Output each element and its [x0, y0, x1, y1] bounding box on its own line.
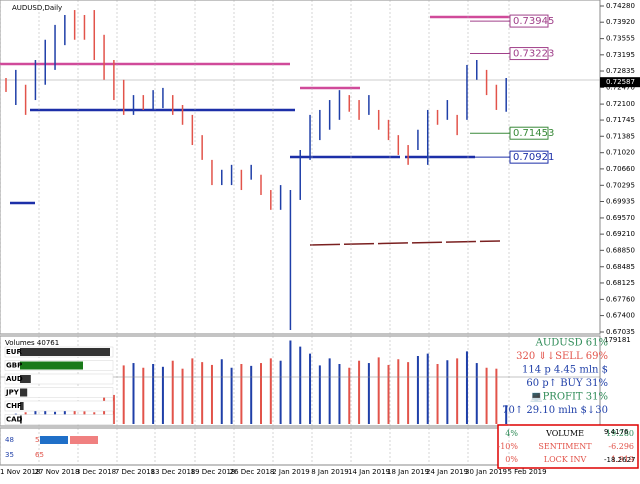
date-label: 14 Jan 2019 — [348, 468, 390, 476]
level-label: 0.70921 — [513, 152, 554, 163]
bid-box — [600, 77, 640, 88]
currency-bg — [4, 387, 114, 398]
y-tick-label: 0.69570 — [606, 214, 635, 222]
date-label: 27 Nov 2018 — [35, 468, 80, 476]
stat-cell: 19.280 — [606, 429, 634, 438]
date-label: 24 Jan 2019 — [426, 468, 468, 476]
y-tick-label: 0.71385 — [606, 132, 635, 140]
currency-bg — [4, 414, 114, 425]
y-tick-label: 0.67400 — [606, 312, 635, 320]
y-tick-label: 0.68125 — [606, 279, 635, 287]
date-label: 7 Dec 2018 — [115, 468, 155, 476]
sub-tick-label: -18.2627 — [604, 456, 635, 464]
mini-label: 35 — [5, 451, 14, 459]
currency-strength — [20, 415, 22, 424]
y-tick-label: 0.69935 — [606, 198, 635, 206]
stat-cell: -10% — [498, 442, 519, 451]
currency-strength — [20, 348, 110, 356]
y-tick-label: 0.68850 — [606, 246, 635, 254]
y-tick-label: 0.68485 — [606, 263, 635, 271]
currency-strength — [20, 361, 83, 370]
date-label: 18 Jan 2019 — [387, 468, 429, 476]
y-tick-label: 0.67760 — [606, 295, 635, 303]
currency-label: CHF — [6, 402, 22, 410]
date-label: 13 Dec 2018 — [151, 468, 196, 476]
y-tick-label: 0.72835 — [606, 67, 635, 75]
y-tick-label: 0.73195 — [606, 51, 635, 59]
y-tick-label: 0.72100 — [606, 100, 635, 108]
date-label: 3 Dec 2018 — [76, 468, 116, 476]
currency-label: CAD — [6, 416, 23, 424]
info-line: 💻PROFIT 31% — [530, 392, 608, 403]
y-tick-label: 0.73920 — [606, 18, 635, 26]
currency-label: AUD — [6, 375, 23, 383]
info-line: 60 p↑ BUY 31% — [526, 378, 608, 389]
level-box — [509, 14, 549, 28]
currency-strength — [20, 375, 31, 383]
currency-bg — [4, 400, 114, 412]
date-label: 19 Dec 2018 — [191, 468, 236, 476]
sub-tick-label: 9.4176 — [604, 428, 629, 436]
date-label: 21 Nov 2018 — [0, 468, 40, 476]
currency-strength — [20, 388, 28, 397]
date-label: 26 Dec 2018 — [230, 468, 275, 476]
y-tick-label: 0.67035 — [606, 328, 635, 336]
stat-cell: VOLUME — [545, 429, 584, 438]
y-tick-label: 0.69210 — [606, 230, 635, 238]
mini-label: 65 — [35, 451, 44, 459]
currency-label: GBP — [6, 362, 22, 370]
info-line: 114 p 4.45 mln $ — [522, 365, 608, 376]
info-line: AUDUSD 61% — [535, 338, 608, 349]
chart-title: AUDUSD,Daily — [12, 4, 62, 12]
stat-cell: 4% — [505, 429, 518, 438]
y-tick-label: 0.71745 — [606, 116, 635, 124]
mini-bar — [70, 436, 98, 444]
level-label: 0.73223 — [513, 49, 554, 60]
date-label: 30 Jan 2019 — [465, 468, 507, 476]
y-tick-label: 0.70660 — [606, 165, 635, 173]
y-tick-label: 0.72470 — [606, 83, 635, 91]
currency-strength — [20, 402, 24, 410]
level-box — [509, 126, 549, 140]
bid-label: 0.72587 — [606, 78, 635, 86]
volume-title: Volumes 40761 — [5, 339, 59, 347]
mini-label: 52 — [35, 436, 44, 444]
mini-bar — [40, 436, 68, 444]
date-label: 5 Feb 2019 — [507, 468, 546, 476]
currency-label: EUR — [6, 348, 22, 356]
stat-cell: 1.919 — [611, 455, 634, 464]
y-tick-label: 0.73555 — [606, 35, 635, 43]
info-line: 320 ⇓↓SELL 69% — [516, 351, 608, 362]
volume-tick-label: 179181 — [604, 336, 631, 344]
currency-bg — [4, 373, 114, 385]
stat-cell: SENTIMENT — [538, 442, 592, 451]
currency-label: JPY — [5, 389, 20, 397]
info-line: 70↑ 29.10 mln $↓30 — [502, 405, 608, 416]
stat-cell: 0% — [505, 455, 518, 464]
stats-box — [497, 424, 639, 469]
decor-levels — [0, 15, 600, 246]
level-label: 0.71453 — [513, 128, 554, 139]
level-label: 0.73945 — [513, 16, 554, 27]
level-box — [509, 150, 549, 164]
mini-label: 48 — [5, 436, 14, 444]
level-box — [509, 47, 549, 61]
y-tick-label: 0.70295 — [606, 181, 635, 189]
stat-cell: -6.296 — [608, 442, 634, 451]
y-tick-label: 0.74280 — [606, 2, 635, 10]
y-tick-label: 0.71020 — [606, 149, 635, 157]
stat-cell: LOCK INV — [544, 455, 587, 464]
date-label: 2 Jan 2019 — [272, 468, 310, 476]
date-label: 8 Jan 2019 — [311, 468, 349, 476]
